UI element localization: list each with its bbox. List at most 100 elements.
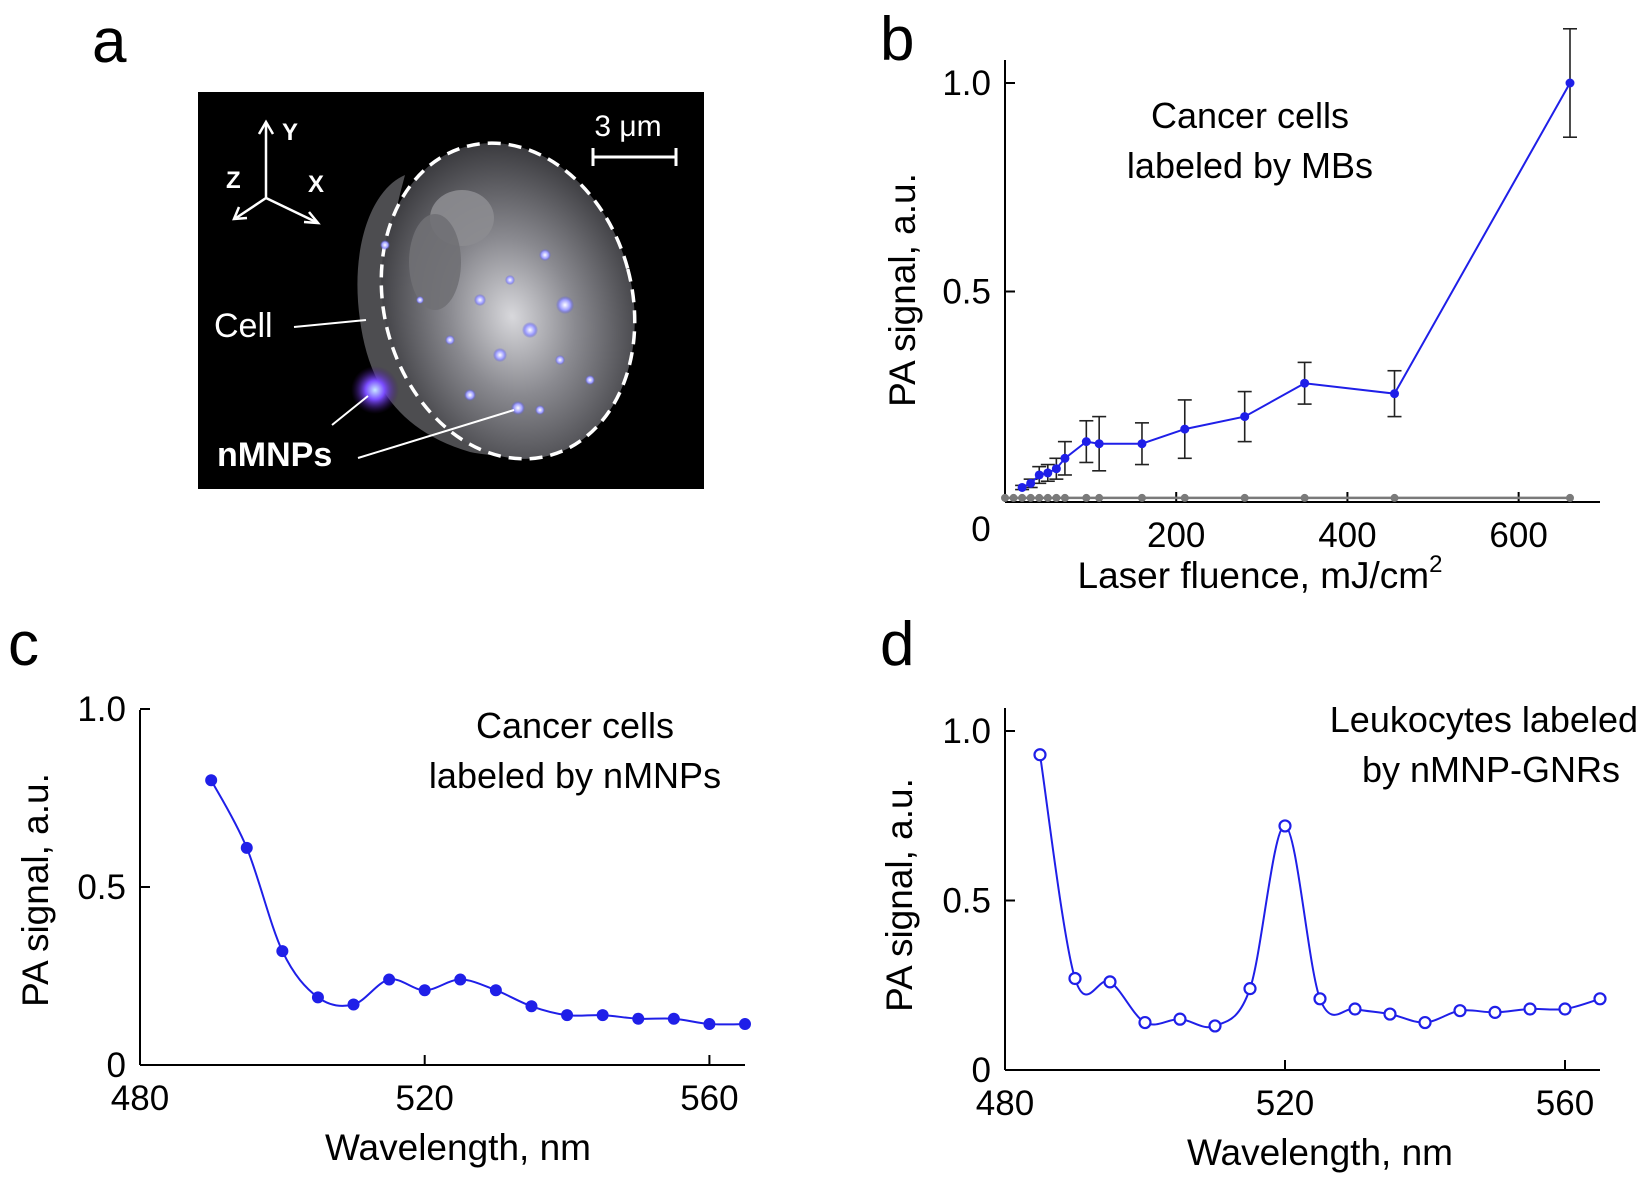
b-x-axis-label-main: Laser fluence, mJ/cm [1078, 555, 1430, 596]
control-data-point [1095, 493, 1104, 502]
c-data-point [561, 1009, 574, 1022]
d-data-point [1348, 1002, 1362, 1016]
cell-leader-line [293, 319, 367, 328]
c-data-point [383, 973, 396, 986]
cell-outline-dashed [379, 141, 637, 461]
control-data-point [1035, 493, 1044, 502]
d-series-line [1039, 754, 1601, 1029]
b-x-axis-label-superscript: 2 [1429, 551, 1442, 578]
d-series-main [1033, 748, 1607, 1033]
orientation-axes [232, 119, 321, 225]
c-data-point [276, 945, 289, 958]
b-data-point [1081, 437, 1091, 447]
panel-a-label: a [92, 7, 127, 76]
d-x-axis-label: Wavelength, nm [1187, 1132, 1453, 1173]
c-data-point [703, 1018, 716, 1031]
c-y-ticks: 0 0.5 1.0 [77, 690, 150, 1085]
d-data-point [1173, 1012, 1187, 1026]
control-data-point [1137, 493, 1146, 502]
b-series-line [1021, 82, 1571, 489]
control-data-point [1566, 493, 1574, 502]
c-y-tick-label: 0.5 [77, 868, 126, 907]
c-series-main [205, 774, 751, 1031]
d-y-axis-label: PA signal, a.u. [879, 778, 920, 1012]
c-x-tick-label: 560 [680, 1079, 738, 1118]
axis-x-label: X [308, 171, 324, 198]
c-series-line [210, 779, 746, 1026]
control-data-point [1240, 493, 1249, 502]
d-x-tick-label: 480 [976, 1084, 1034, 1123]
cell-label: Cell [214, 307, 273, 345]
panel-c-label: c [8, 610, 39, 679]
d-y-ticks: 0 0.5 1.0 [942, 712, 1015, 1090]
d-data-point [1418, 1015, 1432, 1030]
d-x-tick-label: 520 [1256, 1084, 1314, 1123]
b-data-point [1300, 378, 1310, 388]
panel-d-label: d [880, 610, 914, 679]
d-data-point [1208, 1019, 1222, 1033]
c-data-point [632, 1012, 645, 1025]
c-data-point [205, 774, 218, 787]
panel-d: d 0 0.5 1.0 480 520 560 Wavelength, nm PA si… [879, 610, 1638, 1173]
b-data-point [1240, 412, 1250, 422]
control-data-point [1043, 493, 1052, 502]
d-data-point [1138, 1015, 1152, 1030]
d-data-point [1243, 982, 1257, 996]
b-data-point [1060, 453, 1070, 463]
b-data-point [1034, 470, 1044, 480]
c-data-point [347, 998, 360, 1011]
b-data-point [1180, 424, 1190, 434]
c-data-point [311, 991, 324, 1004]
control-data-point [1180, 493, 1189, 502]
panel-b: b 0.5 1.0 200 400 600 0 Laser fluence, mJ/c… [880, 5, 1600, 596]
c-data-point [739, 1018, 751, 1031]
nmnp-leader-line-1 [331, 395, 369, 426]
b-origin-label: 0 [971, 510, 990, 549]
b-data-point [1026, 478, 1036, 488]
b-data-point [1565, 78, 1575, 88]
control-data-point [1060, 493, 1069, 502]
c-data-point [525, 1000, 538, 1013]
nmnp-cluster-glow [351, 366, 399, 414]
b-x-tick-label: 600 [1489, 516, 1547, 555]
c-data-point [454, 973, 467, 986]
b-annotation-line-1: Cancer cells [1151, 95, 1349, 136]
b-x-axis-label: Laser fluence, mJ/cm2 [1078, 551, 1443, 596]
d-data-point [1453, 1004, 1467, 1018]
c-x-tick-label: 480 [111, 1079, 169, 1118]
b-y-axis-label: PA signal, a.u. [882, 173, 923, 407]
control-data-point [1026, 493, 1035, 502]
control-data-point [1018, 493, 1027, 502]
c-data-point [240, 841, 253, 854]
d-data-point [1558, 1002, 1572, 1016]
c-x-axis-label: Wavelength, nm [325, 1127, 591, 1168]
control-data-point [1390, 493, 1399, 502]
control-data-point [1300, 493, 1309, 502]
c-data-point [418, 984, 431, 997]
b-y-ticks: 0.5 1.0 [942, 64, 1015, 312]
d-data-point [1068, 971, 1082, 986]
control-data-point [1052, 493, 1061, 502]
b-data-point [1137, 439, 1147, 449]
c-y-axis-label: PA signal, a.u. [15, 773, 56, 1007]
b-data-point [1043, 468, 1053, 478]
panel-c: c 0 0.5 1.0 480 520 560 Wavelength, nm PA si… [8, 610, 751, 1168]
c-y-tick-label: 1.0 [77, 690, 126, 729]
d-data-point [1278, 819, 1292, 833]
d-data-point [1488, 1005, 1502, 1019]
c-x-ticks: 480 520 560 [111, 1055, 739, 1118]
panel-a: a [92, 7, 704, 489]
d-annotation-line-1: Leukocytes labeled [1330, 699, 1638, 740]
nmnp-label: nMNPs [217, 436, 332, 474]
b-annotation-line-2: labeled by MBs [1127, 145, 1373, 186]
b-data-point [1390, 389, 1400, 399]
b-data-point [1094, 439, 1104, 449]
b-series-main [1017, 78, 1575, 492]
c-data-point [489, 984, 502, 997]
d-x-ticks: 480 520 560 [976, 1060, 1594, 1123]
control-data-point [1001, 493, 1009, 502]
b-x-ticks: 200 400 600 [1147, 492, 1548, 555]
c-annotation-line-1: Cancer cells [476, 705, 674, 746]
b-data-point [1017, 482, 1027, 492]
axis-z-label: Z [226, 167, 241, 194]
